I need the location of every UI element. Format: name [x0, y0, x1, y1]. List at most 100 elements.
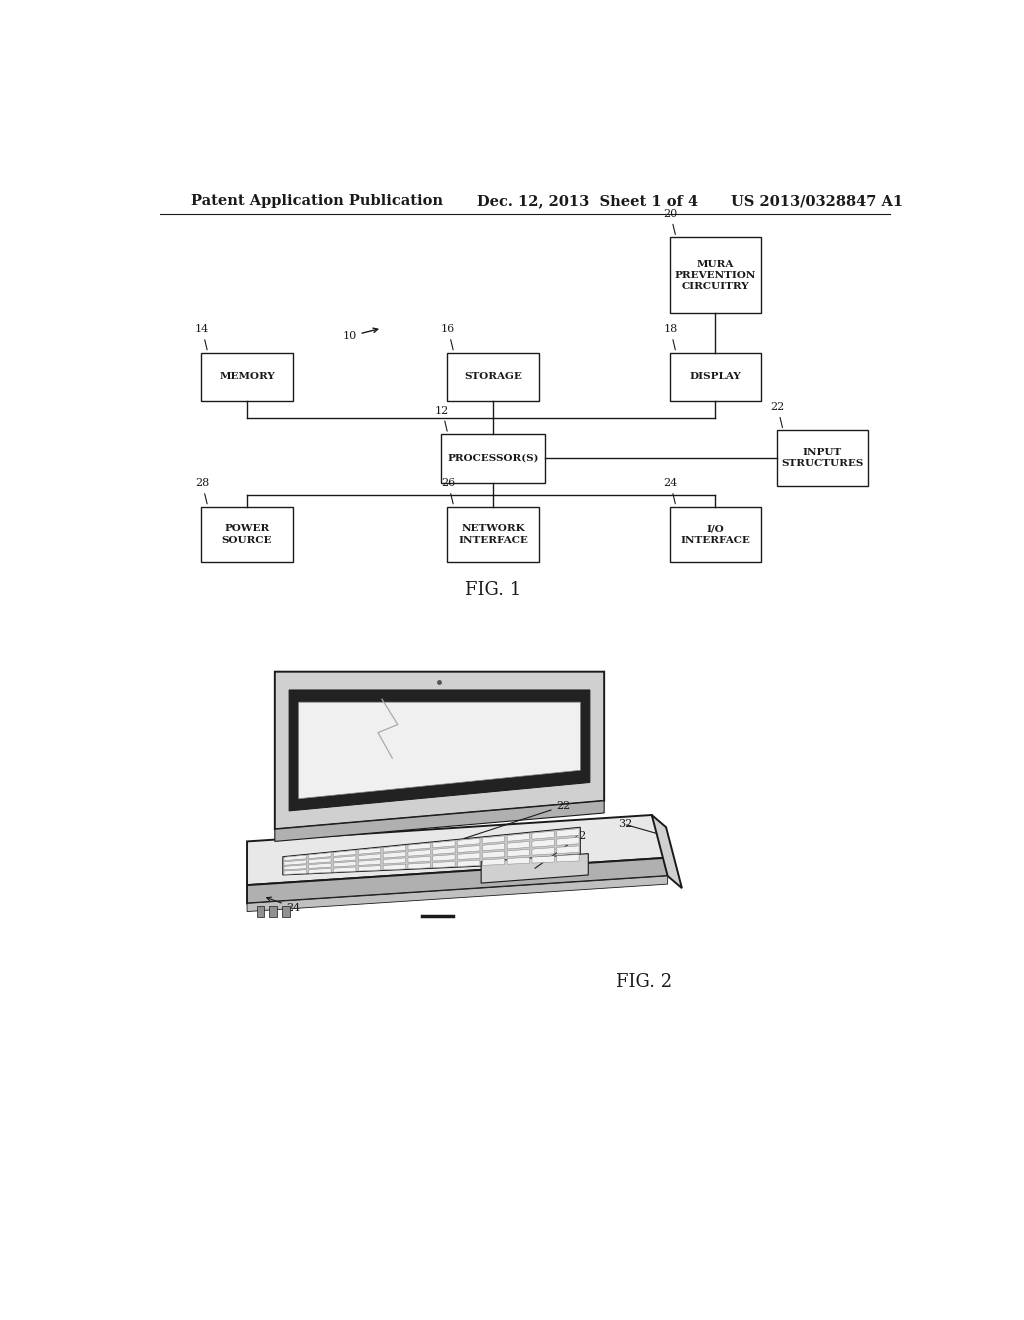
Polygon shape — [507, 841, 529, 849]
Polygon shape — [557, 846, 580, 854]
Text: POWER
SOURCE: POWER SOURCE — [222, 524, 272, 545]
Text: 20: 20 — [664, 209, 678, 235]
Bar — [257, 907, 264, 916]
Polygon shape — [557, 854, 580, 862]
Polygon shape — [433, 841, 455, 847]
Text: 22: 22 — [770, 403, 784, 428]
Polygon shape — [358, 859, 381, 866]
Text: 26: 26 — [441, 478, 456, 504]
Text: 22: 22 — [464, 801, 570, 838]
Bar — [777, 430, 868, 486]
Text: 10: 10 — [342, 329, 378, 342]
Polygon shape — [458, 838, 480, 846]
Polygon shape — [334, 855, 356, 862]
Text: 12: 12 — [435, 405, 450, 432]
Polygon shape — [532, 847, 554, 855]
Polygon shape — [433, 862, 455, 867]
Polygon shape — [309, 863, 331, 869]
Polygon shape — [284, 859, 306, 866]
Polygon shape — [358, 847, 381, 854]
Polygon shape — [532, 855, 554, 863]
Text: FIG. 1: FIG. 1 — [465, 581, 521, 599]
Polygon shape — [284, 855, 306, 861]
Polygon shape — [481, 854, 588, 883]
Polygon shape — [383, 851, 406, 858]
Polygon shape — [458, 846, 480, 853]
Polygon shape — [532, 832, 554, 840]
Text: 18: 18 — [664, 325, 678, 350]
Polygon shape — [283, 828, 581, 875]
Text: NETWORK
INTERFACE: NETWORK INTERFACE — [458, 524, 528, 545]
Polygon shape — [299, 702, 581, 799]
Bar — [441, 434, 545, 483]
Text: 28: 28 — [195, 478, 209, 504]
Text: MEMORY: MEMORY — [219, 372, 274, 381]
Text: 14: 14 — [195, 325, 209, 350]
Text: 22: 22 — [535, 832, 587, 869]
Polygon shape — [247, 876, 668, 912]
Polygon shape — [433, 847, 455, 854]
Text: 32: 32 — [618, 820, 633, 829]
Text: Patent Application Publication: Patent Application Publication — [191, 194, 443, 209]
Polygon shape — [274, 672, 604, 829]
Polygon shape — [289, 690, 590, 810]
Bar — [670, 238, 761, 313]
Polygon shape — [247, 814, 668, 886]
Polygon shape — [383, 845, 406, 853]
Polygon shape — [383, 865, 406, 870]
Text: FIG. 2: FIG. 2 — [615, 973, 672, 991]
Polygon shape — [284, 870, 306, 874]
Polygon shape — [507, 857, 529, 865]
Bar — [269, 907, 278, 916]
Polygon shape — [433, 854, 455, 861]
Polygon shape — [309, 853, 331, 858]
Polygon shape — [532, 840, 554, 847]
Polygon shape — [652, 814, 682, 888]
Text: PROCESSOR(S): PROCESSOR(S) — [447, 454, 539, 463]
Text: MURA
PREVENTION
CIRCUITRY: MURA PREVENTION CIRCUITRY — [675, 260, 756, 290]
Polygon shape — [284, 865, 306, 870]
Polygon shape — [557, 837, 580, 845]
Polygon shape — [507, 833, 529, 841]
Polygon shape — [482, 843, 505, 851]
Text: DISPLAY: DISPLAY — [689, 372, 741, 381]
Polygon shape — [458, 853, 480, 859]
Polygon shape — [274, 801, 604, 841]
Polygon shape — [334, 862, 356, 867]
Polygon shape — [408, 843, 430, 850]
Polygon shape — [408, 863, 430, 869]
Polygon shape — [247, 858, 668, 903]
Text: Dec. 12, 2013  Sheet 1 of 4: Dec. 12, 2013 Sheet 1 of 4 — [477, 194, 698, 209]
Polygon shape — [482, 858, 505, 866]
Polygon shape — [309, 869, 331, 874]
Text: 24: 24 — [664, 478, 678, 504]
Polygon shape — [334, 850, 356, 857]
Polygon shape — [458, 861, 480, 866]
Bar — [447, 352, 539, 401]
Bar — [282, 907, 290, 916]
Text: 16: 16 — [441, 325, 456, 350]
Bar — [202, 352, 293, 401]
Polygon shape — [383, 858, 406, 865]
Text: US 2013/0328847 A1: US 2013/0328847 A1 — [731, 194, 903, 209]
Text: 30: 30 — [323, 766, 367, 796]
Polygon shape — [557, 829, 580, 837]
Polygon shape — [408, 857, 430, 862]
Text: STORAGE: STORAGE — [464, 372, 522, 381]
Bar — [670, 352, 761, 401]
Text: 24: 24 — [266, 898, 301, 912]
Polygon shape — [358, 866, 381, 871]
Polygon shape — [358, 854, 381, 859]
Text: INPUT
STRUCTURES: INPUT STRUCTURES — [781, 449, 863, 469]
Bar — [447, 507, 539, 562]
Bar — [202, 507, 293, 562]
Polygon shape — [507, 849, 529, 857]
Polygon shape — [408, 850, 430, 857]
Polygon shape — [309, 858, 331, 863]
Polygon shape — [334, 867, 356, 873]
Text: 18: 18 — [513, 692, 563, 715]
Polygon shape — [482, 836, 505, 843]
Text: I/O
INTERFACE: I/O INTERFACE — [680, 524, 751, 545]
Polygon shape — [482, 851, 505, 858]
Bar — [670, 507, 761, 562]
